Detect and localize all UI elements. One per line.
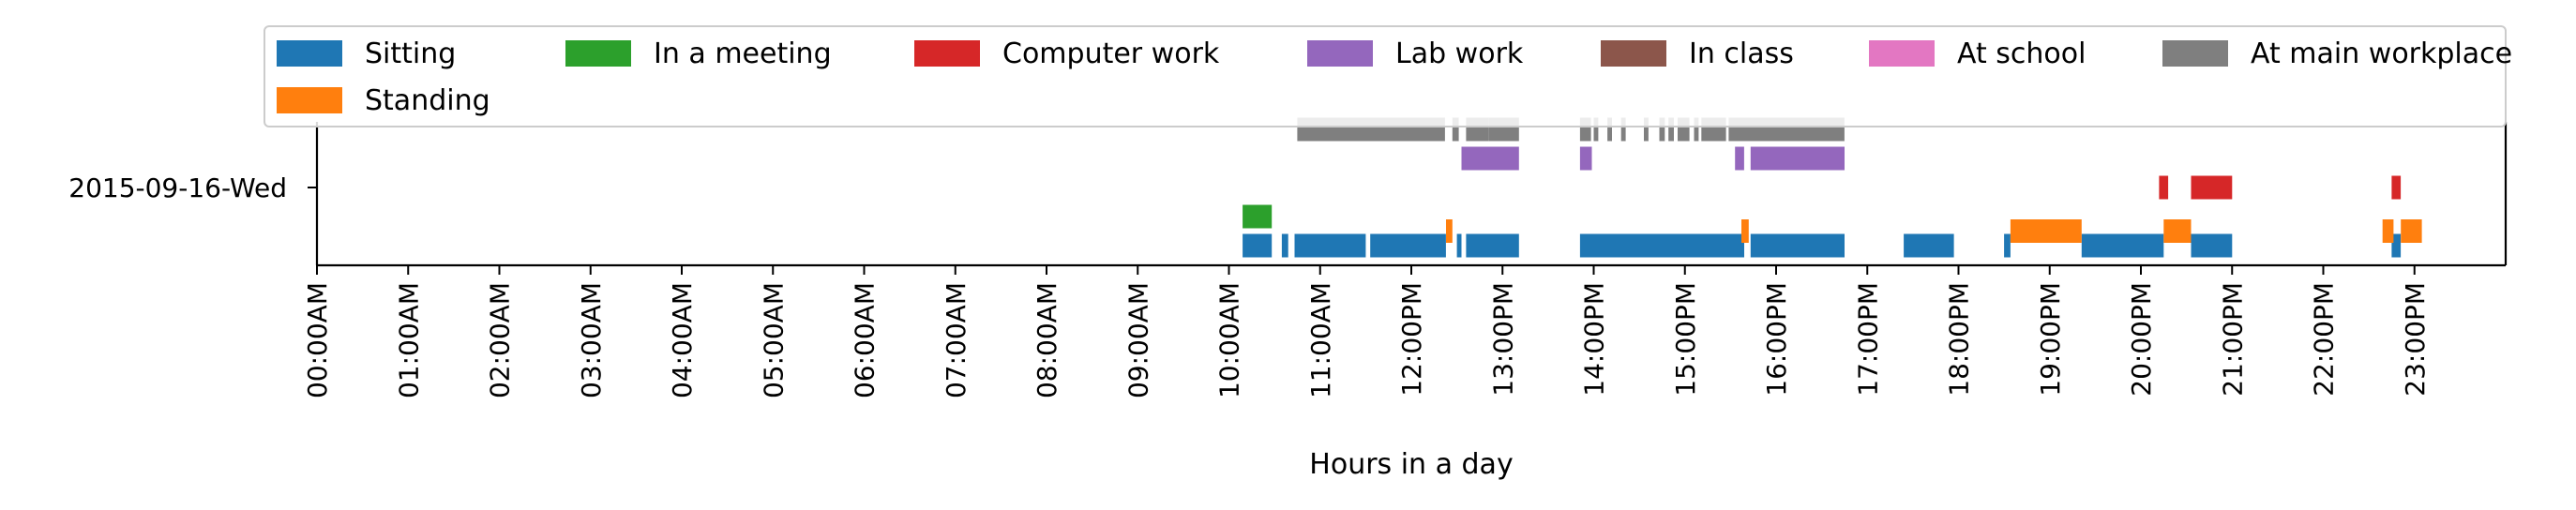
x-tick-label: 00:00AM [302, 282, 333, 398]
bar-sitting [1294, 233, 1366, 258]
bar-sitting [1579, 233, 1744, 258]
legend-item-at-school: At school [1869, 38, 2086, 70]
x-tick-label: 03:00AM [576, 282, 607, 398]
bar-at-main-workplace [1659, 117, 1665, 142]
x-axis-title: Hours in a day [1309, 448, 1513, 481]
x-tick-label: 01:00AM [393, 282, 424, 398]
bar-at-main-workplace [1668, 117, 1674, 142]
bar-lab-work [1735, 146, 1744, 171]
x-tick-label: 15:00PM [1670, 282, 1701, 397]
x-tick-label: 19:00PM [2035, 282, 2066, 397]
bar-at-main-workplace [1607, 117, 1612, 142]
x-tick-label: 07:00AM [941, 282, 972, 398]
bar-at-main-workplace [1452, 117, 1459, 142]
bar-sitting [1904, 233, 1954, 258]
bar-at-main-workplace [1694, 117, 1699, 142]
bar-sitting [1281, 233, 1288, 258]
legend-item-sitting: Sitting [277, 38, 456, 70]
bars-group [1243, 117, 2422, 258]
bar-sitting [1456, 233, 1462, 258]
x-tick-label: 17:00PM [1852, 282, 1883, 397]
bar-standing [2382, 219, 2394, 243]
legend-label: Sitting [365, 38, 456, 70]
legend: Sitting In a meeting Computer work Lab work… [264, 25, 2512, 128]
x-tick-label: 18:00PM [1944, 282, 1975, 397]
bar-standing [1446, 219, 1453, 243]
bar-standing [1741, 219, 1749, 243]
legend-swatch [2162, 40, 2228, 67]
legend-label: Standing [365, 84, 490, 117]
x-tick-label: 08:00AM [1032, 282, 1062, 398]
x-tick-label: 14:00PM [1579, 282, 1610, 397]
x-tick-label: 06:00AM [850, 282, 881, 398]
legend-label: Lab work [1395, 38, 1524, 70]
bar-standing [2401, 219, 2422, 243]
x-tick-label: 05:00AM [758, 282, 789, 398]
x-tick-label: 09:00AM [1122, 282, 1153, 398]
x-tick-label: 11:00AM [1305, 282, 1336, 398]
bar-sitting [2191, 233, 2233, 258]
legend-swatch [1307, 40, 1373, 67]
x-tick-label: 02:00AM [485, 282, 516, 398]
bar-at-main-workplace [1644, 117, 1649, 142]
bar-computer-work [2159, 175, 2169, 200]
bar-sitting [1243, 233, 1273, 258]
legend-item-in-a-meeting: In a meeting [565, 38, 832, 70]
bar-sitting [1466, 233, 1519, 258]
bar-standing [2163, 219, 2192, 243]
legend-item-standing: Standing [277, 84, 490, 117]
bar-lab-work [1461, 146, 1519, 171]
legend-item-at-main-workplace: At main workplace [2162, 38, 2512, 70]
x-tick-label: 13:00PM [1487, 282, 1518, 397]
bar-lab-work [1750, 146, 1845, 171]
legend-swatch [1869, 40, 1935, 67]
x-tick-label: 21:00PM [2217, 282, 2248, 397]
bar-sitting [2081, 233, 2164, 258]
legend-label: In class [1689, 38, 1794, 70]
x-tick-label: 04:00AM [667, 282, 698, 398]
bar-sitting [1750, 233, 1845, 258]
bar-standing [2010, 219, 2082, 243]
legend-swatch [565, 40, 631, 67]
y-ticks-group: 2015-09-16-Wed [68, 172, 317, 203]
legend-swatch [277, 40, 342, 67]
legend-item-computer-work: Computer work [914, 38, 1220, 70]
bar-lab-work [1579, 146, 1592, 171]
bar-at-main-workplace [1593, 117, 1599, 142]
x-tick-label: 16:00PM [1761, 282, 1792, 397]
bar-computer-work [2391, 175, 2402, 200]
y-tick-label: 2015-09-16-Wed [68, 172, 287, 203]
bar-sitting [2391, 233, 2402, 258]
legend-swatch [914, 40, 980, 67]
legend-swatch [277, 87, 342, 113]
legend-label: At school [1957, 38, 2086, 70]
x-tick-label: 22:00PM [2309, 282, 2340, 397]
bar-sitting [2004, 233, 2011, 258]
legend-label: In a meeting [654, 38, 832, 70]
bar-in-a-meeting [1243, 204, 1273, 229]
bar-computer-work [2191, 175, 2233, 200]
legend-item-in-class: In class [1601, 38, 1794, 70]
bar-at-main-workplace [1579, 117, 1591, 142]
legend-label: Computer work [1002, 38, 1220, 70]
bar-sitting [1370, 233, 1446, 258]
legend-item-lab-work: Lab work [1307, 38, 1524, 70]
legend-swatch [1601, 40, 1666, 67]
legend-frame [264, 25, 2507, 128]
x-tick-label: 23:00PM [2400, 282, 2431, 397]
x-tick-label: 12:00PM [1396, 282, 1427, 397]
x-tick-label: 10:00AM [1214, 282, 1245, 398]
x-tick-label: 20:00PM [2126, 282, 2157, 397]
bar-at-main-workplace [1620, 117, 1626, 142]
x-ticks-group: 00:00AM 01:00AM 02:00AM 03:00AM 04:00AM 05:00… [302, 265, 2431, 398]
legend-label: At main workplace [2251, 38, 2512, 70]
